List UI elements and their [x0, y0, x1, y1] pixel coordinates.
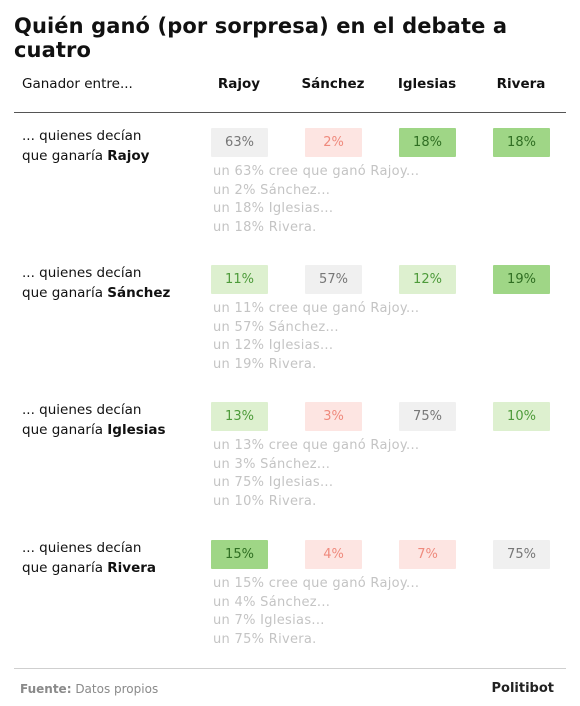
row-label: ... quienes decían que ganaría Rivera — [22, 538, 156, 578]
detail-line: un 18% Rivera. — [213, 219, 317, 235]
row-label-line1: ... quienes decían — [22, 540, 142, 556]
row-label-mid: que ganaría — [22, 560, 108, 576]
value-cell-sanchez: 3% — [305, 402, 362, 431]
row-label-candidate: Iglesias — [107, 422, 166, 438]
table-header: Ganador entre... Rajoy Sánchez Iglesias … — [0, 70, 580, 100]
row-label-candidate: Sánchez — [107, 285, 171, 301]
row-label-line1: ... quienes decían — [22, 265, 142, 281]
brand-logo-text: Politibot — [491, 681, 555, 696]
row-label: ... quienes decían que ganaría Iglesias — [22, 400, 166, 440]
value-cell-rajoy: 13% — [211, 402, 268, 431]
value-cell-rajoy: 63% — [211, 128, 268, 157]
row-label: ... quienes decían que ganaría Sánchez — [22, 263, 170, 303]
value-cell-iglesias: 12% — [399, 265, 456, 294]
row-label-line2: que ganaría Rajoy — [22, 146, 149, 166]
footer-divider — [14, 668, 566, 669]
row-label-mid: que ganaría — [22, 148, 108, 164]
detail-line: un 3% Sánchez... — [213, 456, 331, 472]
value-cell-sanchez: 57% — [305, 265, 362, 294]
detail-text: un 11% cree que ganó Rajoy... un 57% Sánc… — [213, 300, 419, 374]
source-text: Datos propios — [71, 682, 159, 696]
detail-text: un 63% cree que ganó Rajoy... un 2% Sánch… — [213, 163, 419, 237]
value-cell-rivera: 19% — [493, 265, 550, 294]
detail-line: un 7% Iglesias... — [213, 613, 325, 628]
value-cell-rivera: 75% — [493, 540, 550, 569]
value-cell-rivera: 18% — [493, 128, 550, 157]
detail-line: un 57% Sánchez... — [213, 319, 339, 335]
detail-line: un 75% Rivera. — [213, 631, 317, 647]
row-label-line1: ... quienes decían — [22, 402, 142, 418]
value-cell-sanchez: 4% — [305, 540, 362, 569]
detail-line: un 10% Rivera. — [213, 493, 317, 509]
value-cell-rivera: 10% — [493, 402, 550, 431]
row-label-line2: que ganaría Iglesias — [22, 420, 166, 440]
detail-line: un 19% Rivera. — [213, 356, 317, 372]
detail-line: un 15% cree que ganó Rajoy... — [213, 576, 420, 591]
row-label-line2: que ganaría Sánchez — [22, 283, 170, 303]
row-label-mid: que ganaría — [22, 285, 108, 301]
value-cell-sanchez: 2% — [305, 128, 362, 157]
source-label: Fuente: — [20, 682, 72, 696]
value-cell-iglesias: 18% — [399, 128, 456, 157]
row-label-candidate: Rajoy — [107, 148, 150, 164]
column-header-rajoy: Rajoy — [217, 76, 261, 92]
detail-line: un 63% cree que ganó Rajoy... — [213, 164, 420, 179]
value-cell-iglesias: 7% — [399, 540, 456, 569]
detail-line: un 4% Sánchez... — [213, 594, 331, 610]
detail-text: un 15% cree que ganó Rajoy... un 4% Sánch… — [213, 575, 419, 649]
chart-title: Quién ganó (por sorpresa) en el debate a… — [14, 14, 508, 62]
detail-line: un 2% Sánchez... — [213, 182, 331, 198]
row-label-line1: ... quienes decían — [22, 128, 142, 144]
column-header-iglesias: Iglesias — [397, 76, 457, 92]
header-row-label: Ganador entre... — [22, 76, 133, 92]
detail-line: un 13% cree que ganó Rajoy... — [213, 438, 420, 453]
detail-line: un 11% cree que ganó Rajoy... — [213, 301, 420, 316]
detail-text: un 13% cree que ganó Rajoy... un 3% Sánch… — [213, 437, 419, 511]
value-cell-rajoy: 15% — [211, 540, 268, 569]
footer-source: Fuente: Datos propios — [20, 682, 158, 696]
detail-line: un 18% Iglesias... — [213, 201, 334, 216]
column-header-sanchez: Sánchez — [301, 76, 365, 92]
row-label-candidate: Rivera — [107, 560, 157, 576]
header-divider — [14, 112, 566, 113]
row-label-mid: que ganaría — [22, 422, 108, 438]
value-cell-iglesias: 75% — [399, 402, 456, 431]
row-label: ... quienes decían que ganaría Rajoy — [22, 126, 149, 166]
detail-line: un 12% Iglesias... — [213, 338, 334, 353]
row-label-line2: que ganaría Rivera — [22, 558, 156, 578]
column-header-rivera: Rivera — [496, 76, 546, 92]
value-cell-rajoy: 11% — [211, 265, 268, 294]
detail-line: un 75% Iglesias... — [213, 475, 334, 490]
